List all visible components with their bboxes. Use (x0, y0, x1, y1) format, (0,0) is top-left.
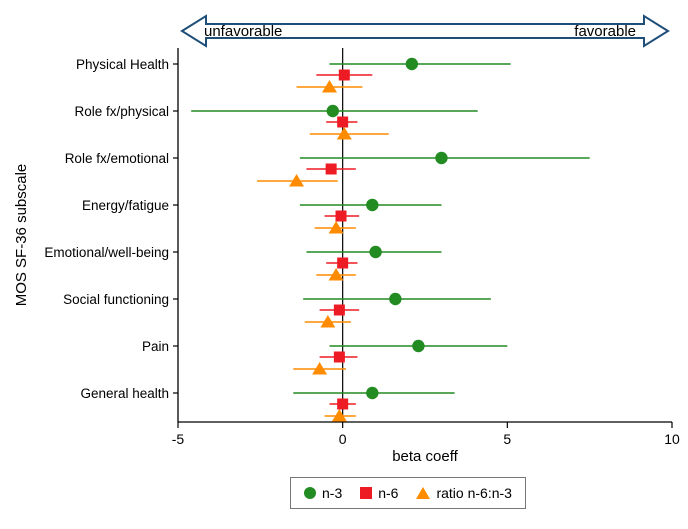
ratio-data-point (289, 174, 305, 187)
n6-data-point (333, 304, 345, 316)
n3-data-point (435, 151, 448, 165)
direction-arrow-shape (180, 14, 670, 48)
ratio-data-point (336, 127, 352, 140)
legend-label-ratio: ratio n-6:n-3 (436, 485, 512, 501)
n6-data-point (337, 257, 349, 269)
category-label: Role fx/emotional (65, 151, 169, 166)
n6-data-point (337, 116, 349, 128)
x-axis-title: beta coeff (392, 448, 458, 465)
n3-data-point (412, 339, 425, 353)
n6-data-point (335, 210, 347, 222)
legend-label-n6: n-6 (378, 485, 399, 501)
category-label: Energy/fatigue (82, 198, 169, 213)
ratio-data-point (320, 315, 336, 328)
n3-data-point (326, 104, 339, 118)
ratio-data-point (321, 80, 337, 93)
n6-square-icon (360, 487, 373, 499)
legend-item-n3: n-3 (304, 485, 342, 501)
n6-data-point (338, 69, 350, 81)
n3-data-point (366, 386, 379, 400)
x-tick-label: 10 (664, 431, 680, 447)
favorable-label: favorable (574, 23, 636, 40)
y-axis-title: MOS SF-36 subscale (13, 163, 30, 307)
x-tick-label: 0 (339, 431, 347, 447)
legend: n-3 n-6 ratio n-6:n-3 (290, 477, 526, 509)
category-label: Role fx/physical (74, 104, 169, 119)
n6-data-point (337, 398, 349, 410)
n3-data-point (389, 292, 402, 306)
category-label: Social functioning (63, 292, 169, 307)
ratio-data-point (312, 362, 328, 375)
ratio-triangle-icon (416, 487, 431, 499)
legend-label-n3: n-3 (322, 485, 343, 501)
x-tick-label: 5 (503, 431, 511, 447)
n6-data-point (325, 163, 337, 175)
x-tick-label: -5 (172, 431, 185, 447)
category-label: Pain (142, 339, 169, 354)
ratio-data-point (328, 268, 344, 281)
unfavorable-label: unfavorable (204, 23, 283, 40)
ratio-data-point (331, 409, 347, 422)
n3-data-point (405, 57, 419, 71)
n3-data-point (366, 198, 379, 212)
n6-data-point (333, 351, 345, 363)
category-label: Physical Health (76, 57, 169, 72)
category-label: General health (80, 386, 169, 401)
legend-item-n6: n-6 (360, 485, 398, 501)
ratio-data-point (328, 221, 344, 234)
legend-item-ratio: ratio n-6:n-3 (416, 485, 512, 501)
n3-data-point (369, 245, 382, 259)
n3-circle-icon (304, 487, 316, 499)
category-label: Emotional/well-being (44, 245, 169, 260)
